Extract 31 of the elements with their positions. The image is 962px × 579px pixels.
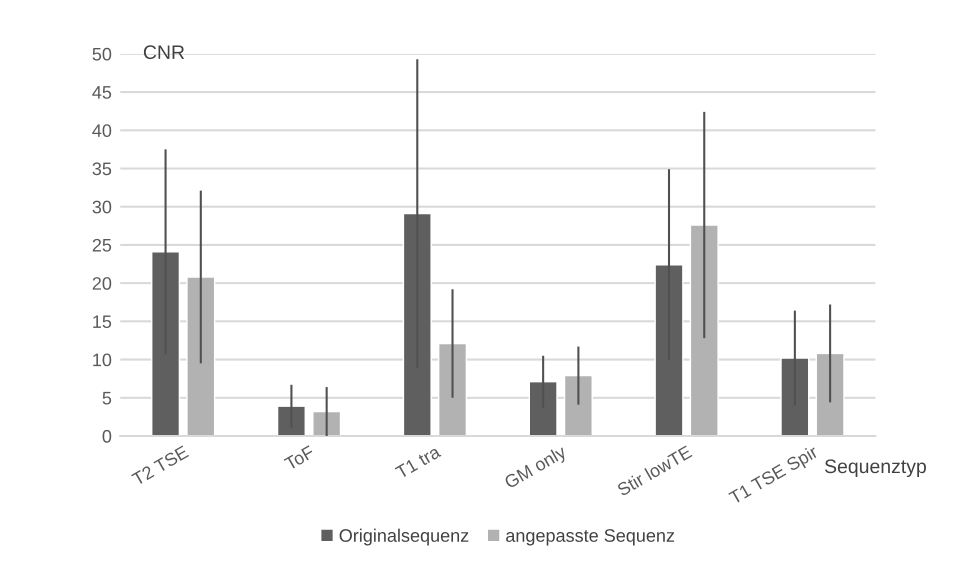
bar <box>438 342 468 436</box>
y-tick-label: 30 <box>92 200 112 214</box>
bar <box>151 251 180 436</box>
x-tick-label: T2 TSE <box>131 445 190 486</box>
y-tick-label: 15 <box>93 315 112 328</box>
legend-label: Originalsequenz <box>340 528 468 546</box>
x-tick-label: GM only <box>503 444 570 492</box>
bar <box>402 212 432 436</box>
x-tick-label: T1 tra <box>394 444 442 480</box>
bar <box>528 381 558 436</box>
y-tick-label: 25 <box>92 238 112 252</box>
bar <box>654 264 684 436</box>
bar <box>816 352 845 436</box>
bar <box>186 276 216 436</box>
y-tick-label: 20 <box>92 277 112 290</box>
x-tick-label: ToF <box>284 445 316 471</box>
bar <box>564 374 593 436</box>
y-tick-label: 5 <box>102 392 112 404</box>
bar <box>690 224 719 436</box>
y-tick-label: 0 <box>102 430 112 443</box>
y-tick-label: 40 <box>92 124 112 137</box>
x-tick-label: T1 TSE Spir <box>728 444 821 508</box>
bar <box>276 405 306 436</box>
legend-label: angepasste Sequenz <box>506 529 674 546</box>
y-tick-label: 35 <box>92 162 112 176</box>
bar <box>780 357 810 436</box>
x-axis-title: Sequenztyp <box>824 459 926 478</box>
y-tick-label: 50 <box>92 48 112 61</box>
y-tick-label: 10 <box>93 353 112 366</box>
y-axis-title: CNR <box>144 45 184 60</box>
y-tick-label: 45 <box>92 86 112 99</box>
